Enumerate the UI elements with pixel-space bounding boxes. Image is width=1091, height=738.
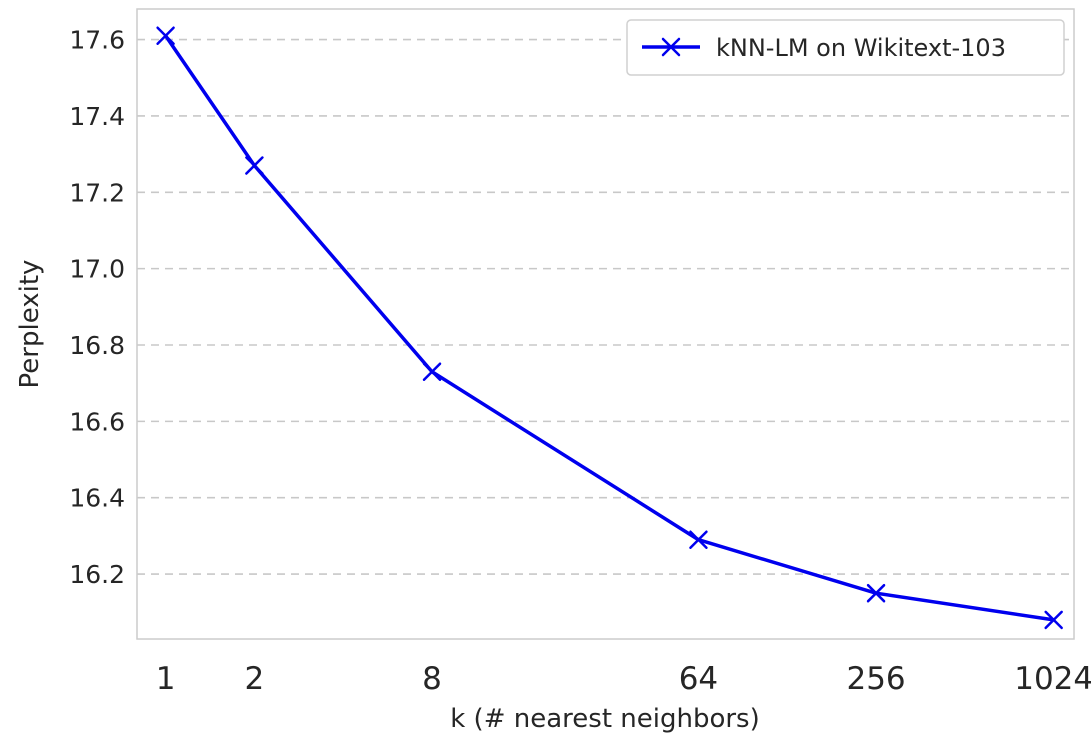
y-axis-ticks: 16.2 16.4 16.6 16.8 17.0 17.2 17.4 17.6 xyxy=(69,26,125,590)
y-tick-label: 17.4 xyxy=(69,102,125,131)
y-tick-label: 17.0 xyxy=(69,255,125,284)
x-tick-label: 64 xyxy=(679,661,718,697)
plot-frame xyxy=(136,8,1075,640)
x-tick-label: 256 xyxy=(846,661,905,697)
series-line xyxy=(164,34,1054,622)
data-point-marker xyxy=(156,26,175,45)
legend: kNN-LM on Wikitext-103 xyxy=(626,19,1065,76)
x-axis-ticks: 1 2 8 64 256 1024 xyxy=(156,661,1091,697)
legend-x-glyph xyxy=(661,37,681,57)
y-axis-label: Perplexity xyxy=(15,260,45,389)
data-point-marker xyxy=(689,530,708,549)
x-tick-label: 2 xyxy=(245,661,265,697)
data-point-marker xyxy=(1044,610,1063,630)
y-tick-label: 17.6 xyxy=(69,26,125,55)
data-point-marker xyxy=(866,583,886,603)
x-tick-label: 8 xyxy=(422,661,442,697)
y-tick-label: 16.6 xyxy=(69,407,125,436)
grid-lines xyxy=(137,38,1074,575)
x-axis-label: k (# nearest neighbors) xyxy=(450,704,760,734)
legend-label: kNN-LM on Wikitext-103 xyxy=(716,34,1006,62)
x-tick-label: 1024 xyxy=(1014,661,1091,697)
series-layer xyxy=(156,26,1063,630)
x-tick-label: 1 xyxy=(156,661,176,697)
legend-box xyxy=(626,19,1065,76)
y-tick-label: 16.8 xyxy=(69,331,125,360)
y-tick-label: 16.4 xyxy=(69,484,125,513)
data-point-marker xyxy=(245,156,264,175)
y-tick-label: 16.2 xyxy=(69,560,125,589)
legend-x-marker xyxy=(661,37,681,57)
y-tick-label: 17.2 xyxy=(69,178,125,207)
data-point-marker xyxy=(422,362,442,381)
